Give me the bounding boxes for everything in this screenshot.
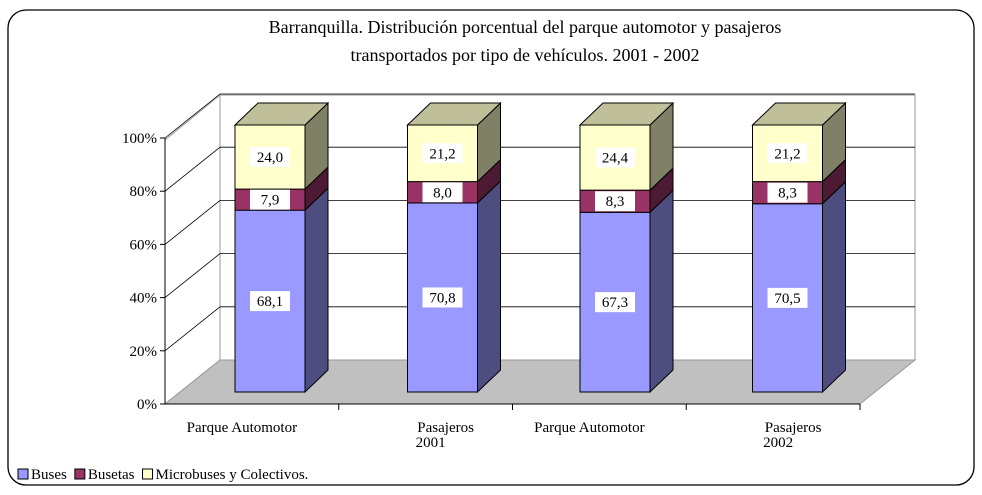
value-label: 21,2 <box>429 146 455 162</box>
bar-top <box>578 102 675 126</box>
legend-swatch <box>74 468 86 480</box>
value-label: 24,4 <box>602 151 629 167</box>
grid-line <box>164 200 221 245</box>
value-label: 24,0 <box>257 150 283 166</box>
value-label: 67,3 <box>602 295 628 311</box>
grid-line <box>164 306 221 352</box>
chart-title: transportados por tipo de vehículos. 200… <box>351 45 700 65</box>
legend-label: Buses <box>31 467 67 483</box>
bar-side <box>649 189 674 394</box>
y-tick-label: 100% <box>122 131 157 147</box>
value-label: 8,3 <box>778 186 797 202</box>
bar-side <box>822 180 846 394</box>
legend-swatch <box>142 468 154 480</box>
bar-side <box>477 179 501 394</box>
bar-side <box>304 187 329 394</box>
bar-top <box>233 102 330 126</box>
value-label-box <box>595 191 635 212</box>
value-label-box <box>422 287 463 308</box>
grid-line <box>164 253 221 298</box>
grid-line <box>164 93 221 139</box>
y-tick-label: 20% <box>130 344 158 360</box>
value-label: 21,2 <box>774 146 800 162</box>
y-tick-label: 0% <box>137 397 157 413</box>
value-label: 7,9 <box>261 193 280 209</box>
bar-top <box>406 102 502 126</box>
x-tick-label: Parque Automotor <box>187 420 297 436</box>
value-label-box <box>595 147 635 168</box>
value-label: 8,3 <box>606 194 625 210</box>
chart-title: Barranquilla. Distribución porcentual de… <box>269 17 782 37</box>
legend-label: Microbuses y Colectivos. <box>156 467 309 483</box>
value-label-box <box>767 143 808 164</box>
value-label-box <box>767 287 808 308</box>
bar-top <box>751 102 847 126</box>
x-tick-label: Pasajeros <box>765 420 822 436</box>
value-label-box <box>422 182 463 203</box>
value-label: 70,5 <box>774 291 800 307</box>
y-tick-label: 80% <box>130 184 158 200</box>
value-label-box <box>767 182 808 203</box>
x-tick-label: Parque Automotor <box>534 420 644 436</box>
y-tick-label: 40% <box>130 291 158 307</box>
value-label-box <box>250 291 290 312</box>
x-tick-label: Pasajeros <box>417 420 474 436</box>
value-label-box <box>250 147 290 168</box>
value-label: 68,1 <box>257 294 283 310</box>
value-label-box <box>250 189 290 210</box>
group-label: 2002 <box>763 435 793 451</box>
group-label: 2001 <box>416 435 446 451</box>
legend-swatch <box>17 468 29 480</box>
legend-label: Busetas <box>88 467 135 483</box>
side-wall <box>164 93 221 406</box>
value-label: 70,8 <box>429 290 455 306</box>
value-label-box <box>595 292 635 313</box>
value-label-box <box>422 143 463 164</box>
y-tick-label: 60% <box>130 237 158 253</box>
value-label: 8,0 <box>433 185 452 201</box>
grid-line <box>164 146 221 192</box>
